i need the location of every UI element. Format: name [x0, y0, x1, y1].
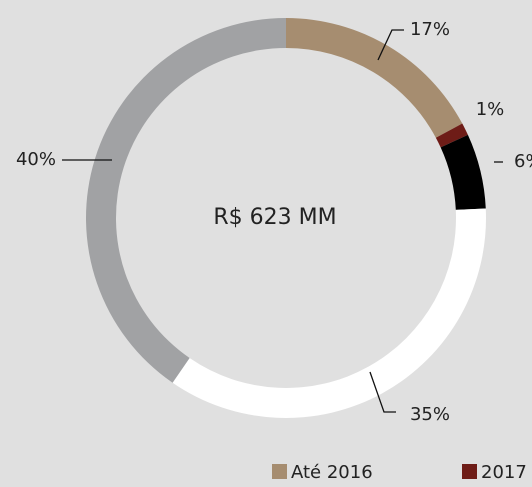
leader-line	[377, 29, 404, 61]
center-label: R$ 623 MM	[213, 205, 336, 230]
donut-segment	[435, 123, 468, 148]
data-label: 17%	[410, 19, 450, 40]
leader-line	[369, 371, 396, 413]
legend-swatch	[462, 464, 477, 479]
donut-segment	[286, 18, 463, 138]
data-label: 6%	[514, 151, 532, 172]
data-label: 1%	[476, 99, 505, 120]
legend-label: Até 2016	[291, 462, 373, 483]
data-label: 40%	[16, 149, 56, 170]
data-label: 35%	[410, 404, 450, 425]
legend-label: 2017	[481, 462, 527, 483]
legend-swatch	[272, 464, 287, 479]
donut-segment	[172, 208, 487, 419]
donut-segment	[85, 18, 286, 383]
donut-segment	[440, 134, 486, 210]
